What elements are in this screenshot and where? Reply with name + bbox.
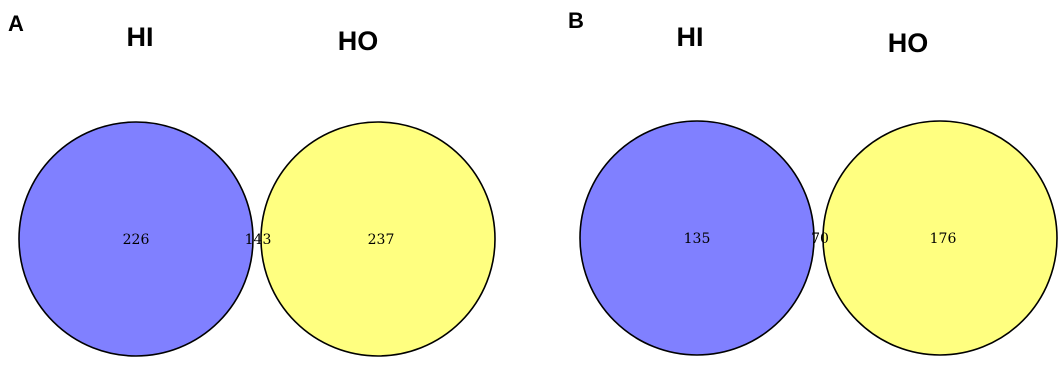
set-outline-left — [579, 120, 815, 356]
set-circle-left — [580, 121, 814, 355]
count-left-only: 226 — [123, 232, 150, 248]
set-circle-left — [19, 122, 253, 356]
set-circle-right — [261, 122, 495, 356]
count-overlap: 70 — [811, 231, 829, 247]
count-right-only: 237 — [368, 232, 395, 248]
venn-panel-b: B HI HO 135 70 176 — [568, 8, 1058, 356]
venn-panel-a: A HI HO 226 143 237 — [8, 11, 496, 357]
panel-letter: B — [568, 8, 584, 33]
set-label-left: HI — [127, 22, 154, 52]
set-outline-left — [18, 121, 254, 357]
set-label-right: HO — [338, 26, 379, 56]
count-left-only: 135 — [684, 231, 711, 247]
set-outline-right — [822, 120, 1058, 356]
set-label-right: HO — [888, 28, 929, 58]
count-right-only: 176 — [930, 231, 957, 247]
set-circle-right — [823, 121, 1057, 355]
panel-letter: A — [8, 11, 24, 36]
count-overlap: 143 — [245, 232, 272, 248]
set-outline-right — [260, 121, 496, 357]
set-label-left: HI — [677, 22, 704, 52]
